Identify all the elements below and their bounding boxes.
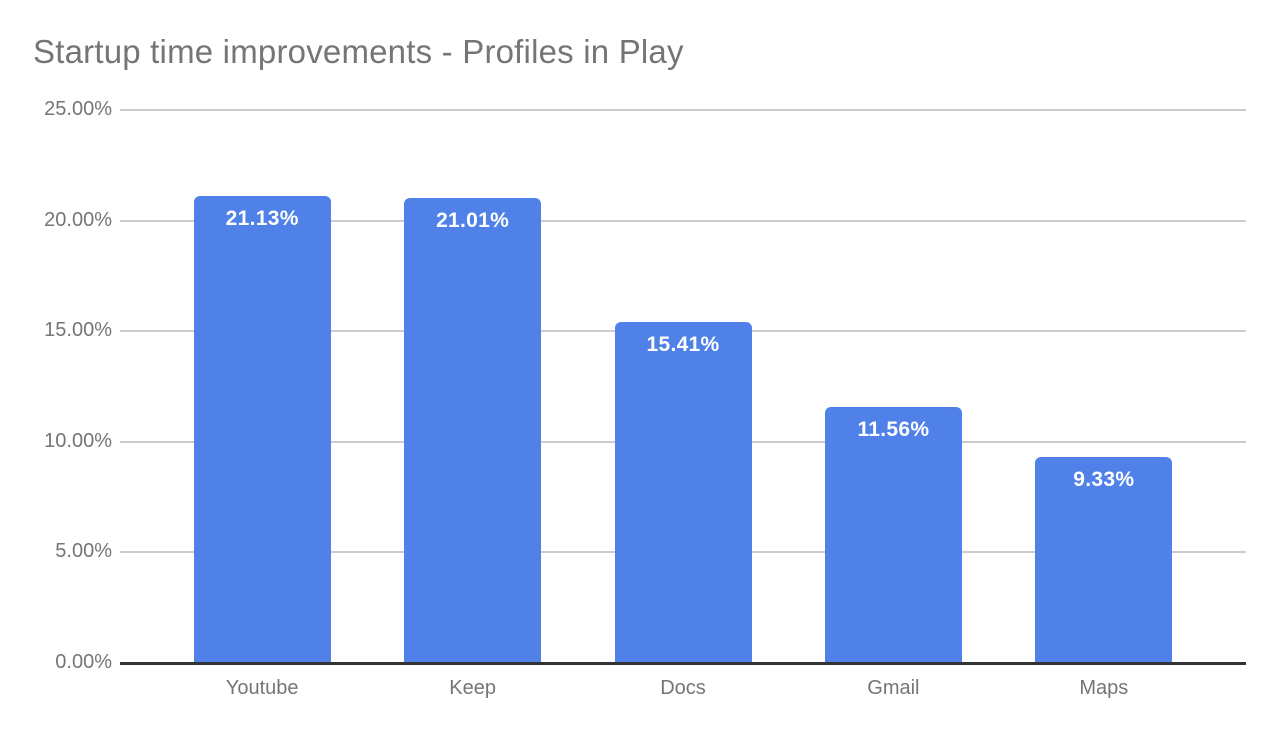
bar-gmail — [824, 407, 962, 663]
bar-value-label: 21.01% — [436, 209, 510, 233]
x-category-label: Maps — [1079, 677, 1129, 699]
bar-youtube — [193, 195, 331, 663]
x-axis-baseline — [120, 662, 1246, 665]
y-tick-label: 25.00% — [44, 98, 112, 120]
chart-title: Startup time improvements - Profiles in … — [33, 33, 684, 70]
x-category-label: Gmail — [867, 677, 920, 699]
y-tick-label: 20.00% — [44, 208, 112, 231]
y-tick-label: 5.00% — [55, 540, 112, 563]
bar-value-label: 11.56% — [857, 418, 930, 442]
bar-keep — [404, 198, 542, 663]
x-category-label: Keep — [449, 677, 496, 699]
bar-value-label: 21.13% — [225, 206, 299, 230]
gridline — [120, 109, 1246, 111]
bar-value-label: 9.33% — [1073, 467, 1135, 491]
y-tick-label: 0.00% — [55, 651, 112, 673]
x-category-label: Docs — [660, 677, 706, 699]
y-tick-label: 15.00% — [44, 319, 112, 342]
bar-maps — [1035, 456, 1173, 663]
gridline — [120, 219, 1246, 222]
x-category-label: Youtube — [225, 677, 299, 699]
bar-value-label: 15.41% — [646, 333, 720, 357]
y-tick-label: 10.00% — [44, 429, 112, 452]
bar-docs — [614, 322, 752, 663]
